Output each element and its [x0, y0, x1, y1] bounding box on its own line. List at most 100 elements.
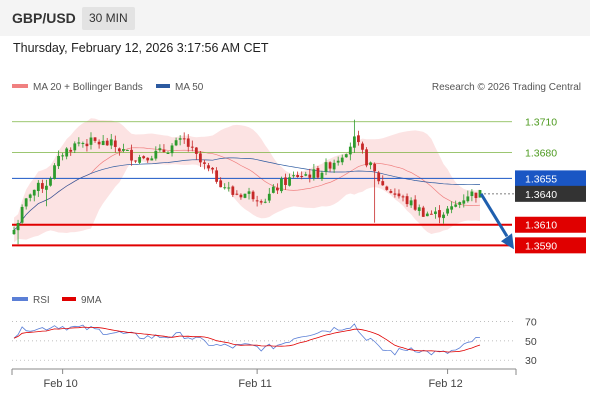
candle-body — [227, 187, 231, 189]
candle-body — [425, 213, 429, 217]
candle-body — [69, 149, 73, 152]
candle-body — [344, 154, 348, 158]
candle-body — [12, 229, 16, 235]
rsi-legend: RSI 9MA — [12, 295, 102, 306]
timeframe-button[interactable]: 30 MIN — [82, 7, 135, 30]
candle-body — [61, 155, 65, 157]
candle-body — [174, 140, 178, 146]
candle-body — [158, 148, 162, 151]
last-price-box — [515, 185, 586, 202]
candle-body — [97, 141, 101, 145]
candle-body — [466, 196, 470, 202]
candle-body — [178, 138, 182, 140]
candle-body — [381, 181, 385, 186]
candle-body — [312, 169, 316, 178]
ma50-legend-swatch — [156, 84, 170, 88]
candle-body — [320, 172, 324, 179]
pivot-label: 1.3655 — [525, 173, 557, 185]
candle-body — [405, 196, 409, 205]
x-tick-label: Feb 12 — [428, 378, 462, 390]
candle-body — [207, 165, 210, 169]
bollinger-legend-label: MA 20 + Bollinger Bands — [33, 82, 143, 93]
candle-body — [146, 157, 150, 161]
candle-body — [247, 191, 251, 194]
candle-body — [126, 149, 129, 151]
candle-body — [446, 208, 449, 214]
candle-body — [65, 148, 69, 157]
candle-body — [28, 194, 32, 198]
candle-body — [377, 172, 381, 182]
candle-body — [352, 136, 356, 148]
candle-body — [81, 142, 85, 144]
candle-body — [324, 162, 328, 172]
rsi-ma-line — [13, 326, 481, 353]
candle-body — [190, 146, 194, 148]
candle-body — [162, 149, 166, 153]
candle-body — [255, 200, 259, 202]
resistance-label: 1.3680 — [525, 148, 557, 160]
candle-body — [20, 206, 24, 223]
candle-body — [385, 186, 389, 190]
forecast-arrow-shaft — [479, 193, 509, 238]
candle-body — [122, 149, 125, 151]
candle-body — [40, 183, 44, 189]
candle-body — [49, 178, 52, 186]
bollinger-legend-swatch — [12, 84, 28, 88]
resistance-label: 1.3710 — [525, 117, 557, 129]
candle-body — [45, 185, 48, 190]
candle-body — [393, 193, 397, 195]
candle-body — [251, 191, 255, 200]
candle-body — [138, 157, 142, 163]
candle-body — [182, 138, 186, 140]
price-levels — [12, 121, 514, 247]
symbol-title: GBP/USD — [12, 10, 76, 26]
rsi-tick-label: 30 — [525, 355, 537, 367]
candle-body — [434, 211, 437, 215]
candle-body — [292, 175, 295, 177]
candle-body — [300, 175, 304, 177]
candle-body — [263, 201, 267, 203]
candle-body — [361, 143, 364, 150]
candle-body — [109, 139, 113, 146]
candle-body — [340, 157, 344, 163]
forecast-arrow — [479, 193, 514, 250]
candle-body — [316, 168, 320, 178]
candle-body — [130, 149, 133, 161]
candle-body — [243, 193, 247, 198]
candle-body — [284, 177, 287, 185]
ma50-legend-label: MA 50 — [175, 82, 204, 93]
last-price-label: 1.3640 — [525, 189, 557, 201]
candle-body — [219, 180, 223, 188]
candle-body — [267, 193, 271, 201]
candle-body — [397, 193, 401, 197]
rsi-legend-swatch — [12, 297, 28, 301]
chart-datetime: Thursday, February 12, 2026 3:17:56 AM C… — [13, 41, 269, 55]
candle-body — [336, 160, 340, 163]
level-labels: 1.3710 1.3680 1.3655 1.3640 1.3610 1.3590 — [515, 117, 586, 254]
rsi-ma-legend-label: 9MA — [81, 295, 102, 306]
watermark: Research © 2026 Trading Central — [432, 82, 581, 93]
candle-body — [454, 204, 458, 207]
candle-body — [77, 142, 81, 144]
candle-body — [357, 135, 360, 143]
support-label: 1.3590 — [525, 240, 557, 252]
candle-body — [442, 214, 445, 219]
candle-body — [429, 213, 433, 215]
candle-body — [24, 198, 28, 207]
candle-body — [239, 194, 243, 198]
candle-body — [438, 210, 441, 218]
candle-body — [53, 165, 56, 180]
candles — [12, 119, 482, 245]
candle-body — [73, 143, 77, 151]
candle-body — [369, 162, 372, 166]
candle-body — [304, 174, 308, 176]
candle-body — [134, 160, 137, 162]
candle-body — [259, 201, 263, 203]
candle-body — [271, 186, 275, 193]
candle-body — [113, 140, 117, 147]
candle-body — [199, 153, 202, 163]
x-tick-label: Feb 10 — [44, 378, 78, 390]
rsi-panel: 70 50 30 — [12, 317, 537, 367]
candle-body — [348, 146, 352, 155]
candle-body — [478, 190, 482, 198]
